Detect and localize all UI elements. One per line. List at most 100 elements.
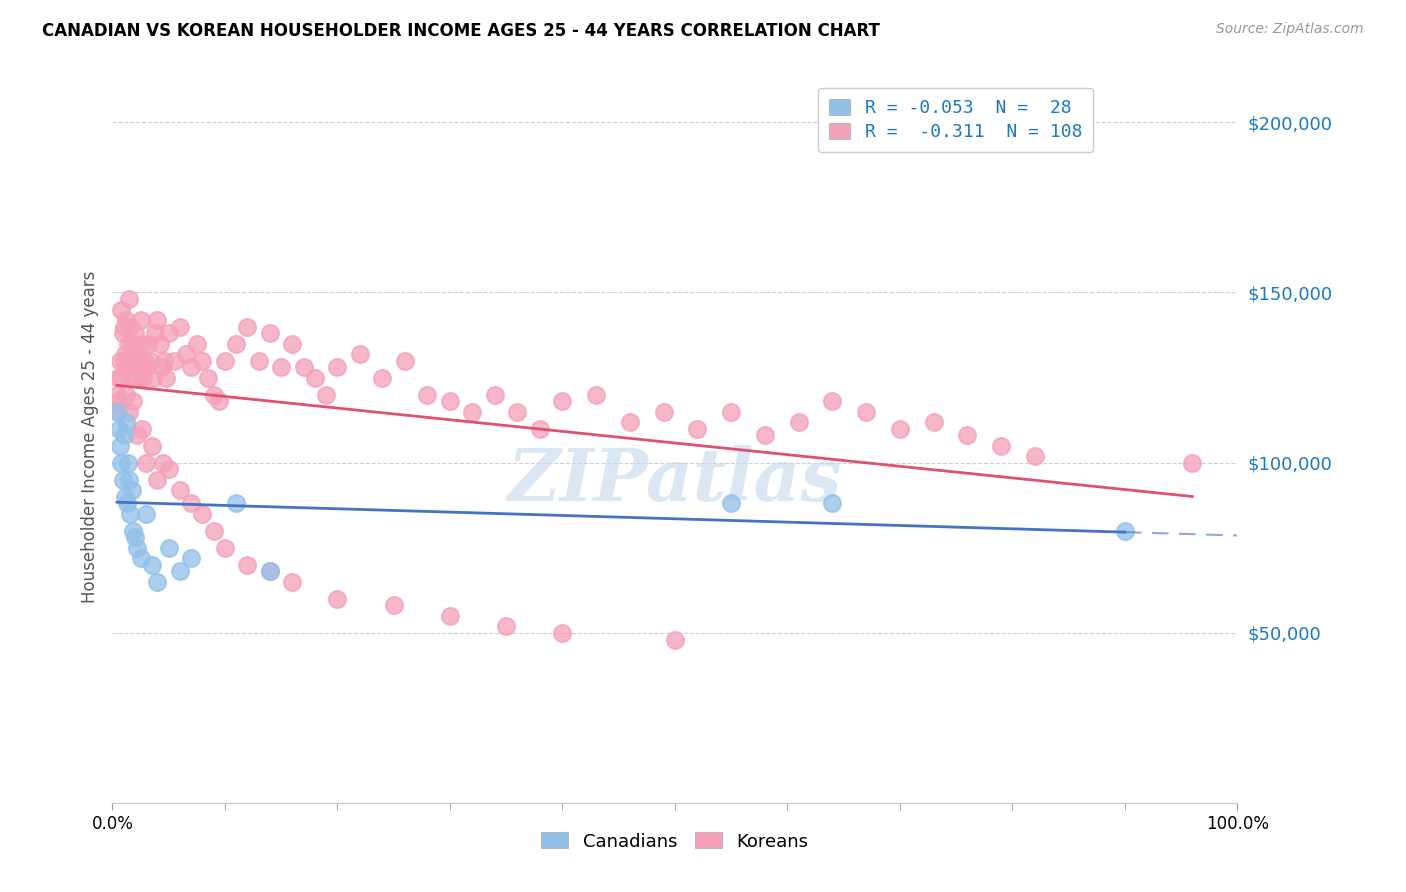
Point xyxy=(150,360,173,375)
Text: Source: ZipAtlas.com: Source: ZipAtlas.com xyxy=(1216,22,1364,37)
Point xyxy=(110,353,132,368)
Point xyxy=(551,625,574,640)
Point xyxy=(157,541,180,555)
Point xyxy=(652,404,675,418)
Point xyxy=(121,353,143,368)
Point xyxy=(146,312,169,326)
Point xyxy=(117,336,139,351)
Point xyxy=(125,347,148,361)
Point xyxy=(259,565,281,579)
Point xyxy=(281,336,304,351)
Point xyxy=(149,336,172,351)
Point xyxy=(720,496,742,510)
Point xyxy=(551,394,574,409)
Point xyxy=(108,394,131,409)
Point xyxy=(117,456,139,470)
Point xyxy=(138,336,160,351)
Point xyxy=(281,574,304,589)
Point xyxy=(349,347,371,361)
Point xyxy=(163,353,186,368)
Point xyxy=(121,483,143,497)
Point xyxy=(141,439,163,453)
Point xyxy=(114,490,136,504)
Point xyxy=(956,428,979,442)
Point xyxy=(108,421,131,435)
Point xyxy=(754,428,776,442)
Point xyxy=(922,415,945,429)
Point xyxy=(121,524,143,538)
Point xyxy=(506,404,529,418)
Point xyxy=(169,483,191,497)
Point xyxy=(529,421,551,435)
Point xyxy=(191,353,214,368)
Point xyxy=(236,558,259,572)
Point xyxy=(110,439,132,453)
Point xyxy=(619,415,641,429)
Point xyxy=(315,387,337,401)
Point xyxy=(153,353,176,368)
Point xyxy=(115,496,138,510)
Point xyxy=(141,558,163,572)
Point xyxy=(135,360,157,375)
Point xyxy=(191,507,214,521)
Point xyxy=(121,336,143,351)
Point xyxy=(110,370,132,384)
Point xyxy=(720,404,742,418)
Point xyxy=(129,550,152,565)
Legend: Canadians, Koreans: Canadians, Koreans xyxy=(531,823,818,860)
Point xyxy=(112,319,135,334)
Point xyxy=(169,319,191,334)
Point xyxy=(225,336,247,351)
Point xyxy=(1181,456,1204,470)
Point xyxy=(105,387,128,401)
Point xyxy=(169,565,191,579)
Point xyxy=(259,326,281,341)
Point xyxy=(787,415,810,429)
Point xyxy=(143,326,166,341)
Point xyxy=(174,347,197,361)
Point xyxy=(110,302,132,317)
Point xyxy=(110,456,132,470)
Point xyxy=(821,394,844,409)
Point xyxy=(439,394,461,409)
Point xyxy=(115,415,138,429)
Point xyxy=(247,353,270,368)
Point xyxy=(131,421,153,435)
Point xyxy=(111,473,134,487)
Point xyxy=(202,387,225,401)
Point xyxy=(114,347,136,361)
Point xyxy=(439,608,461,623)
Point xyxy=(135,507,157,521)
Point xyxy=(585,387,607,401)
Point xyxy=(270,360,292,375)
Point xyxy=(118,473,141,487)
Point xyxy=(135,456,157,470)
Point xyxy=(115,387,138,401)
Point xyxy=(122,370,145,384)
Text: ZIPatlas: ZIPatlas xyxy=(508,445,842,516)
Point xyxy=(124,326,146,341)
Point xyxy=(1114,524,1136,538)
Point xyxy=(120,507,142,521)
Point xyxy=(461,404,484,418)
Point xyxy=(112,353,135,368)
Point xyxy=(382,599,405,613)
Point xyxy=(155,370,177,384)
Point xyxy=(214,353,236,368)
Y-axis label: Householder Income Ages 25 - 44 years: Householder Income Ages 25 - 44 years xyxy=(80,271,98,603)
Point xyxy=(146,473,169,487)
Point xyxy=(990,439,1012,453)
Point xyxy=(664,632,686,647)
Point xyxy=(686,421,709,435)
Point xyxy=(124,531,146,545)
Point xyxy=(127,370,149,384)
Point xyxy=(1024,449,1046,463)
Point xyxy=(131,336,153,351)
Point xyxy=(304,370,326,384)
Point xyxy=(236,319,259,334)
Point xyxy=(129,312,152,326)
Point xyxy=(105,404,128,418)
Point xyxy=(821,496,844,510)
Point xyxy=(197,370,219,384)
Point xyxy=(889,421,911,435)
